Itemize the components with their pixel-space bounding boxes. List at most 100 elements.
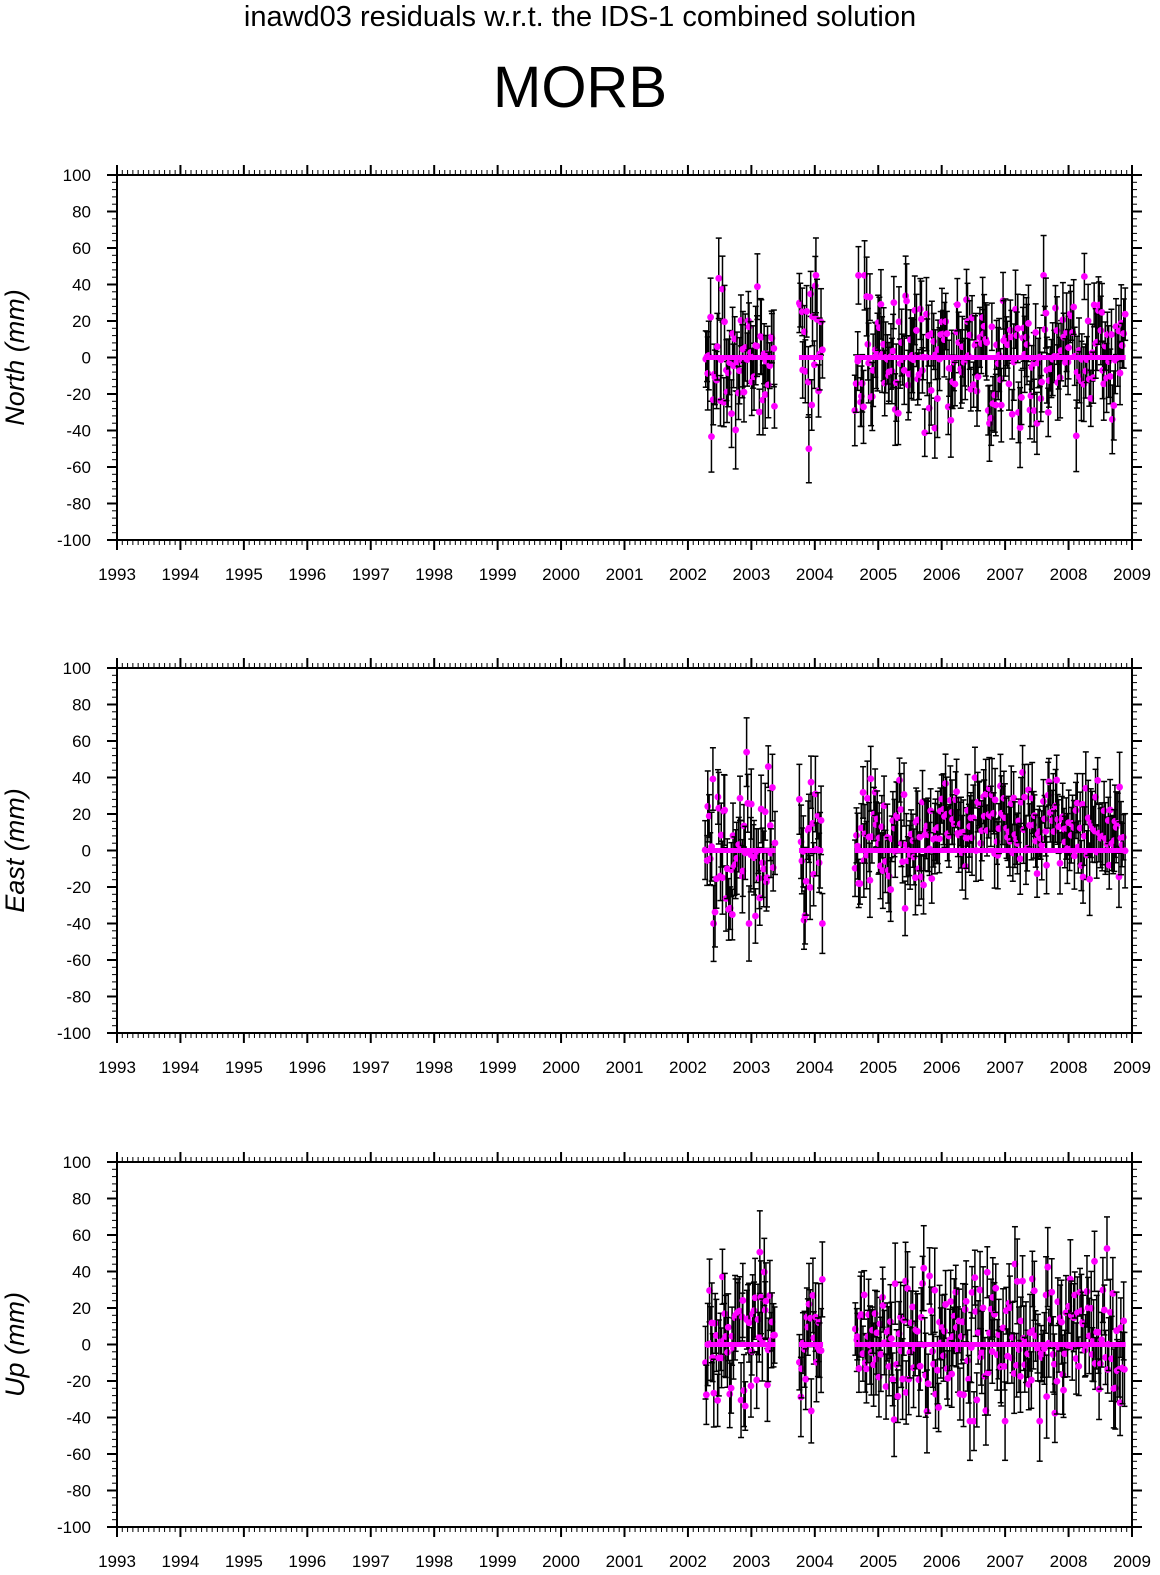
residual-point	[737, 1396, 745, 1404]
residual-point	[806, 884, 814, 891]
residual-point	[907, 1319, 915, 1327]
residual-point	[858, 379, 866, 387]
residual-point	[972, 1308, 979, 1315]
x-tick-label: 2001	[606, 565, 644, 584]
y-tick-label: 0	[82, 842, 91, 861]
residual-point	[714, 1396, 722, 1404]
residual-point	[887, 886, 895, 893]
x-tick-label: 2003	[732, 1058, 770, 1077]
residual-point	[941, 1327, 948, 1335]
residual-point	[951, 380, 959, 388]
residual-point	[1108, 331, 1115, 338]
residual-point	[1018, 393, 1025, 401]
residual-point	[872, 1355, 880, 1363]
residual-point	[934, 395, 941, 402]
figure-supertitle: inawd03 residuals w.r.t. the IDS-1 combi…	[243, 1, 917, 33]
residual-point	[817, 1347, 825, 1354]
x-tick-label: 2004	[796, 1058, 834, 1077]
residual-point	[1065, 344, 1072, 352]
x-tick-label: 2003	[732, 1552, 770, 1571]
x-tick-label: 1997	[352, 1552, 390, 1571]
y-tick-label: -100	[57, 531, 91, 550]
residual-point	[931, 424, 939, 432]
residual-point	[802, 877, 810, 885]
residual-point	[1042, 309, 1050, 317]
residual-point	[855, 1365, 863, 1372]
residual-point	[888, 1335, 895, 1343]
residual-point	[1082, 367, 1090, 375]
residual-point	[771, 839, 779, 847]
x-tick-label: 2009	[1113, 1552, 1151, 1571]
residual-point	[894, 814, 901, 821]
residual-point	[935, 835, 943, 843]
residual-point	[705, 812, 713, 820]
x-tick-label: 1999	[479, 1058, 517, 1077]
residual-point	[715, 804, 723, 812]
residual-point	[895, 318, 903, 326]
residual-point	[1025, 319, 1032, 327]
x-tick-label: 1994	[162, 565, 200, 584]
residual-point	[943, 330, 951, 337]
y-tick-label: 60	[72, 732, 91, 751]
y-tick-label: 80	[72, 1190, 91, 1209]
x-tick-label: 2003	[732, 565, 770, 584]
residual-point	[1045, 778, 1053, 786]
residual-point	[968, 834, 976, 842]
residual-point	[912, 874, 919, 882]
residual-point	[807, 1407, 815, 1415]
residual-point	[934, 1366, 941, 1374]
y-tick-label: -100	[57, 1518, 91, 1537]
residual-point	[736, 794, 744, 802]
chart-east: 1993 1994 1995 1996 1997 1998 1999 2000 2001 2002…	[0, 658, 1151, 1077]
residual-point	[745, 920, 753, 927]
residual-point	[1030, 407, 1038, 415]
y-tick-label: 0	[82, 349, 91, 368]
residual-point	[964, 1357, 971, 1364]
residual-point	[913, 1327, 921, 1335]
residual-point	[740, 1387, 748, 1394]
residual-point	[753, 1376, 761, 1384]
residual-point	[1053, 776, 1061, 784]
residual-point	[711, 1320, 719, 1327]
residual-point	[712, 1332, 720, 1339]
x-tick-label: 1996	[288, 1552, 326, 1571]
residual-point	[1090, 301, 1098, 309]
residual-point	[1044, 1263, 1052, 1271]
residual-point	[919, 1280, 926, 1287]
residual-point	[953, 301, 961, 309]
residual-point	[1008, 410, 1016, 418]
y-tick-label: -40	[66, 915, 91, 934]
residual-point	[805, 445, 813, 453]
residual-point	[1100, 380, 1108, 388]
y-tick-label: 20	[72, 312, 91, 331]
x-tick-label: 1995	[225, 1552, 263, 1571]
residual-point	[1006, 326, 1014, 334]
residual-point	[968, 1288, 976, 1296]
residual-point	[920, 1264, 928, 1272]
residual-point	[927, 1307, 935, 1315]
residual-point	[976, 1286, 984, 1294]
y-tick-label: 80	[72, 203, 91, 222]
residual-point	[713, 343, 721, 351]
residual-point	[965, 1375, 973, 1383]
x-tick-label: 2006	[923, 1058, 961, 1077]
residual-point	[1007, 333, 1015, 341]
residual-point	[1070, 303, 1078, 311]
x-tick-label: 2005	[859, 565, 897, 584]
residual-point	[970, 381, 978, 389]
residual-point	[1052, 304, 1059, 312]
residual-point	[873, 1329, 881, 1337]
x-tick-label: 2009	[1113, 1058, 1151, 1077]
residual-point	[971, 774, 979, 782]
y-tick-label: 60	[72, 239, 91, 258]
residual-point	[913, 327, 920, 334]
residual-point	[917, 1313, 925, 1321]
residual-point	[817, 816, 825, 824]
residual-point	[853, 831, 860, 839]
residual-point	[1094, 777, 1102, 784]
residual-point	[894, 1392, 902, 1400]
residual-point	[764, 1381, 771, 1389]
residual-point	[977, 839, 985, 847]
residual-point	[970, 1417, 978, 1425]
